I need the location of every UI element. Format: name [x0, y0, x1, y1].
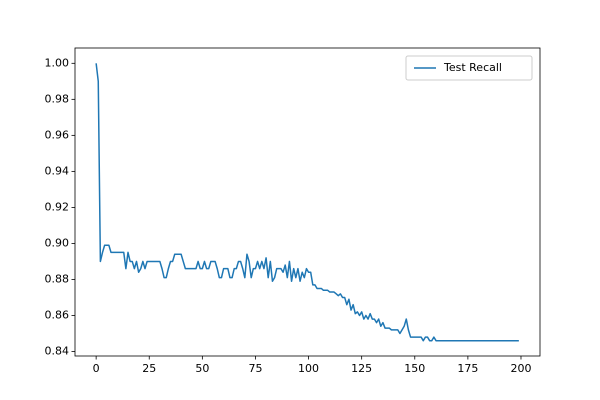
x-tick-label: 100 [298, 362, 319, 375]
x-tick-label: 175 [457, 362, 478, 375]
y-tick-label: 0.92 [45, 200, 70, 213]
y-tick-label: 0.94 [45, 164, 70, 177]
x-tick-label: 200 [510, 362, 531, 375]
axes-frame [74, 47, 541, 357]
legend-box [405, 55, 533, 81]
x-tick-label: 0 [93, 362, 100, 375]
y-tick-label: 0.88 [45, 272, 70, 285]
x-tick-label: 75 [248, 362, 262, 375]
y-tick-label: 0.98 [45, 92, 70, 105]
legend-label: Test Recall [443, 61, 502, 74]
x-tick-label: 25 [142, 362, 156, 375]
y-tick-label: 0.84 [45, 344, 70, 357]
data-line [95, 63, 519, 342]
y-tick-label: 0.90 [45, 236, 70, 249]
x-tick-label: 125 [351, 362, 372, 375]
x-tick-label: 150 [404, 362, 425, 375]
x-tick-label: 50 [195, 362, 209, 375]
y-tick-label: 1.00 [45, 56, 70, 69]
y-tick-label: 0.96 [45, 128, 70, 141]
y-tick-label: 0.86 [45, 308, 70, 321]
